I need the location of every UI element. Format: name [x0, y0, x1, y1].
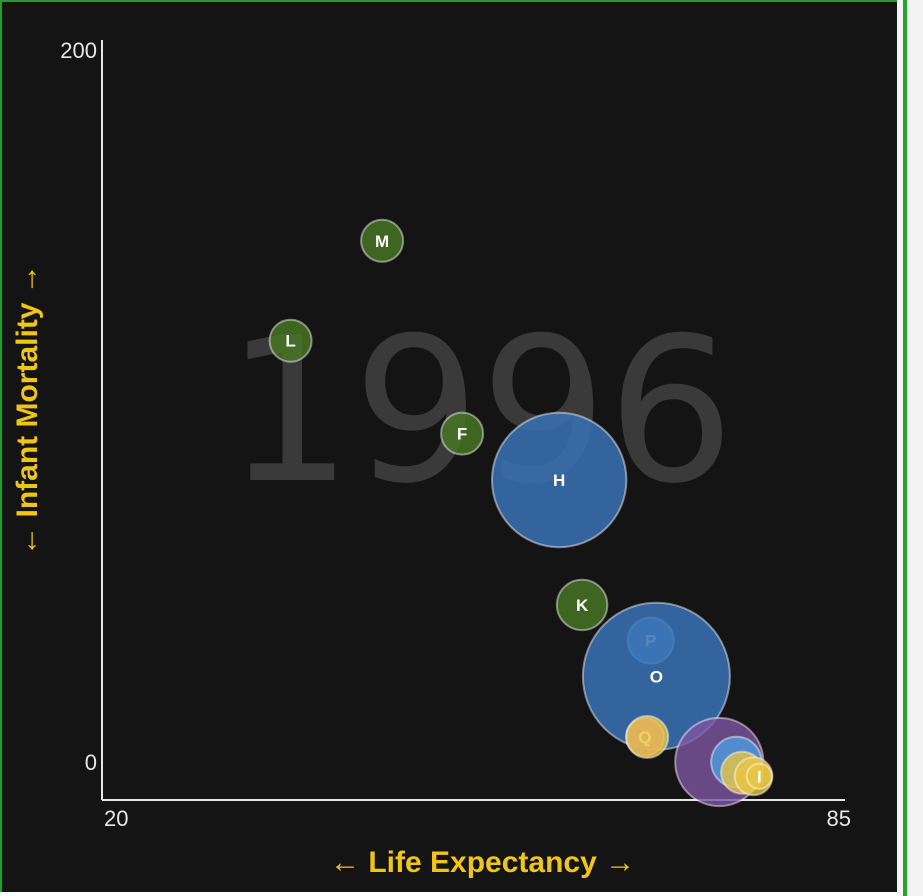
bubble-label-L: L	[285, 332, 295, 351]
bubble-M	[360, 218, 405, 263]
bubble-L	[268, 318, 313, 363]
bubble-point-8	[625, 715, 670, 759]
x-axis-label: ← Life Expectancy →	[330, 846, 636, 879]
bubble-chart: 1996 MLFHKPOQI 200 0 20 85	[60, 38, 851, 831]
bubble-label-K: K	[576, 596, 589, 615]
bubble-label-M: M	[375, 232, 389, 251]
y-tick-max: 200	[60, 38, 97, 63]
bubble-H	[491, 411, 628, 549]
bubble-label-H: H	[553, 471, 565, 490]
y-axis-label: ← Infant Mortality →	[11, 264, 44, 556]
y-tick-min: 0	[85, 750, 97, 775]
x-tick-max: 85	[827, 806, 851, 831]
bubble-F	[440, 411, 485, 456]
bubble-label-O: O	[650, 667, 663, 686]
bubble-label-F: F	[457, 425, 467, 444]
right-edge-strip	[903, 0, 907, 896]
bubble-label-I: I	[757, 767, 762, 786]
right-edge-background	[897, 0, 923, 896]
bubble-I	[745, 762, 773, 790]
bubbles-group: MLFHKPOQI	[268, 218, 774, 808]
bubble-K	[555, 578, 609, 632]
x-tick-min: 20	[104, 806, 128, 831]
